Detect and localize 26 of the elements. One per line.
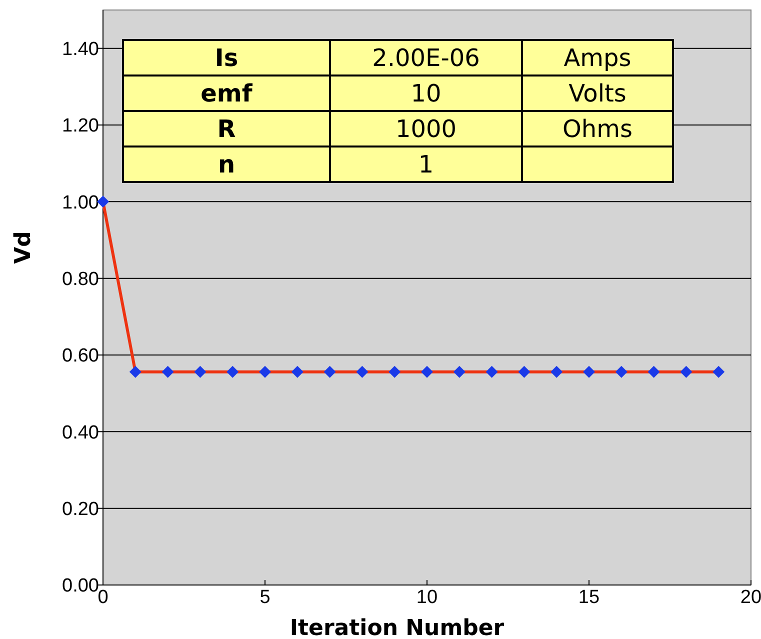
- annotation: R: [217, 115, 236, 144]
- annotation: 2.00E-06: [372, 44, 480, 72]
- annotation: 10: [410, 80, 442, 108]
- annotation: Volts: [568, 80, 626, 108]
- y-axis-title: Vd: [11, 231, 36, 264]
- x-tick-label: 10: [416, 587, 438, 608]
- x-tick-label: 0: [98, 587, 108, 608]
- annotation: 1: [418, 150, 434, 179]
- annotation: emf: [200, 80, 253, 108]
- x-tick-label: 20: [740, 587, 761, 608]
- annotation: Ohms: [562, 115, 632, 144]
- y-tick-label: 0.00: [62, 576, 99, 597]
- annotation: n: [218, 150, 236, 179]
- y-tick-label: 1.00: [62, 192, 99, 214]
- annotation: 1000: [395, 115, 457, 144]
- y-tick-label: 0.80: [62, 268, 99, 290]
- x-axis-title: Iteration Number: [290, 616, 504, 639]
- annotation: Is: [214, 44, 238, 72]
- y-tick-label: 0.40: [62, 422, 99, 444]
- annotation: Amps: [564, 44, 632, 72]
- y-tick-label: 1.40: [62, 38, 99, 60]
- y-tick-label: 0.20: [62, 498, 99, 520]
- y-tick-label: 1.20: [62, 116, 99, 137]
- x-tick-label: 5: [260, 587, 270, 608]
- y-tick-label: 0.60: [62, 346, 99, 367]
- x-tick-label: 15: [578, 587, 600, 608]
